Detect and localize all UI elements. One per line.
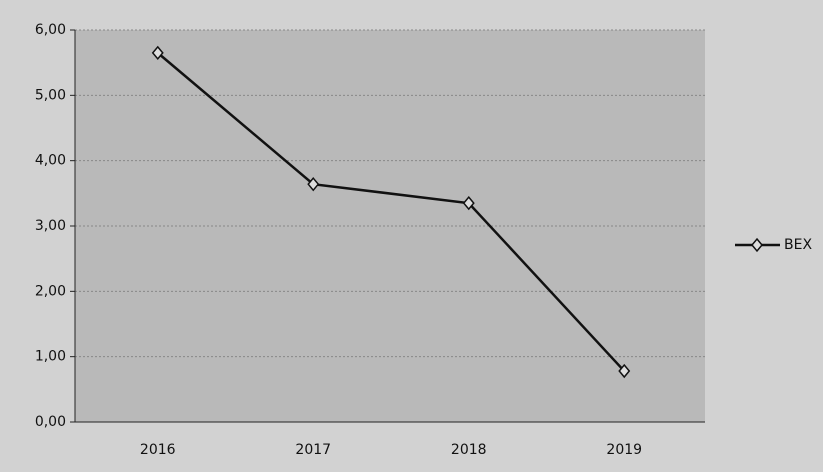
plot-area (75, 30, 705, 422)
point (618, 363, 631, 379)
legend-marker (751, 237, 763, 253)
point (462, 195, 475, 211)
y-tick-label: 2,00 (35, 283, 66, 299)
point (151, 45, 164, 61)
x-tick-label: 2016 (140, 442, 176, 458)
line (156, 51, 626, 372)
y-tick-label: 0,00 (35, 414, 66, 430)
x-tick-label: 2018 (451, 442, 487, 458)
x-tick-label: 2017 (295, 442, 331, 458)
legend-label: BEX (784, 237, 812, 253)
y-tick-label: 1,00 (35, 349, 66, 365)
point (307, 177, 320, 192)
y-tick-label: 5,00 (35, 87, 66, 103)
x-tick-label: 2019 (606, 442, 642, 458)
y-tick-label: 6,00 (35, 22, 66, 38)
y-tick-label: 3,00 (35, 218, 66, 234)
y-tick-label: 4,00 (35, 153, 66, 169)
